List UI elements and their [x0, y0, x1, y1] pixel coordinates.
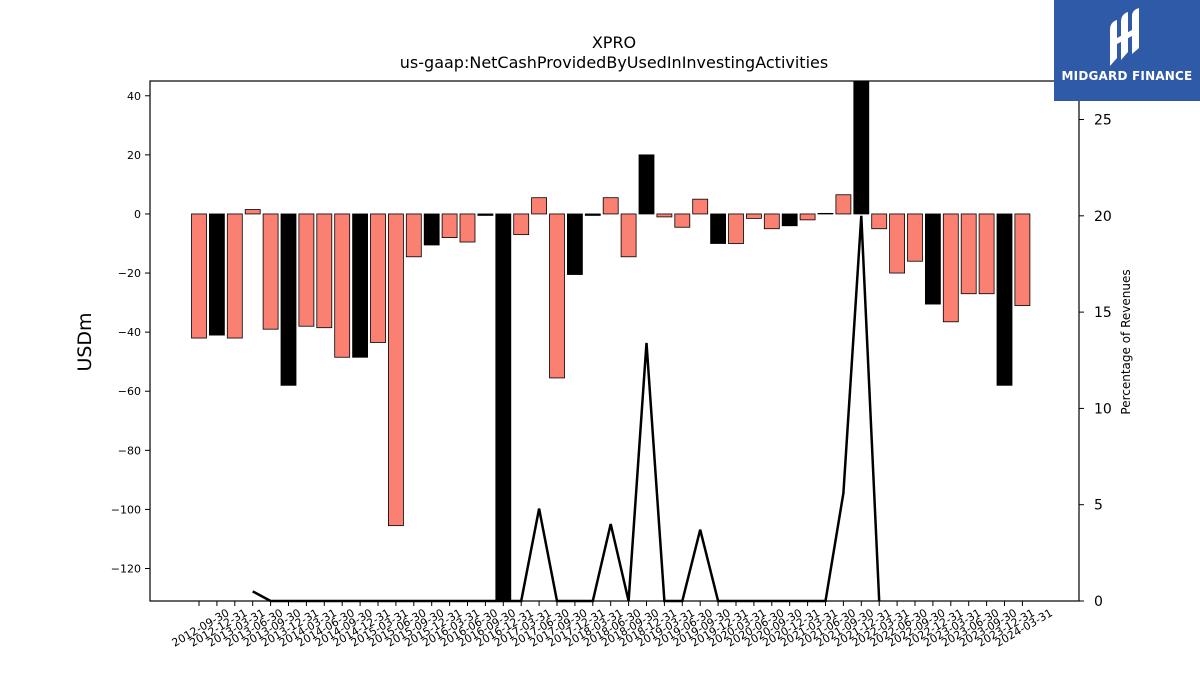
bar-2019-03-31 — [656, 213, 673, 218]
bar-2018-12-31 — [638, 154, 655, 215]
chart-title: XPRO — [592, 33, 636, 52]
y2-axis-label: Percentage of Revenues — [1119, 269, 1133, 414]
bar-2016-06-30 — [459, 213, 476, 243]
bar-2022-06-30 — [889, 213, 905, 274]
bar-2023-06-30 — [960, 213, 977, 295]
bar-2022-03-31 — [871, 213, 888, 230]
bar-2013-03-31 — [226, 213, 243, 339]
bar-2023-12-31 — [996, 213, 1013, 386]
bar-2019-09-30 — [692, 198, 709, 215]
y-tick-label: 40 — [127, 90, 141, 103]
y-axis-label: USDm — [74, 312, 96, 371]
bar-2015-03-31 — [370, 213, 386, 343]
y2-tick-label: 20 — [1094, 209, 1112, 225]
y-tick-label: −120 — [111, 563, 141, 576]
bar-2014-12-31 — [352, 213, 369, 358]
y-tick-label: 0 — [134, 208, 141, 221]
bar-2018-06-30 — [602, 197, 619, 215]
bar-series — [191, 80, 1031, 602]
bar-2020-09-30 — [763, 213, 780, 230]
y-tick-label: −60 — [118, 385, 141, 398]
bar-2022-12-31 — [925, 213, 941, 305]
bar-2024-03-31 — [1014, 213, 1031, 306]
bar-2018-09-30 — [620, 213, 637, 258]
bar-2012-09-30 — [191, 213, 207, 339]
bar-2013-12-31 — [280, 213, 297, 386]
y-tick-label: −20 — [118, 267, 141, 280]
bar-2019-06-30 — [674, 213, 691, 228]
y2-tick-label: 10 — [1094, 401, 1112, 417]
bar-2021-06-30 — [817, 212, 834, 215]
y-tick-label: −100 — [111, 503, 141, 516]
bar-2023-03-31 — [942, 213, 959, 323]
bar-2014-03-31 — [298, 213, 315, 327]
bar-2021-03-31 — [799, 213, 816, 221]
y2-tick-label: 15 — [1094, 305, 1112, 321]
bar-2013-06-30 — [244, 209, 261, 215]
bar-2016-12-31 — [495, 213, 512, 602]
y2-axis: 0 5 10 15 20 25 — [1079, 113, 1112, 610]
bar-2021-09-30 — [835, 194, 852, 215]
brand-logo: MIDGARD FINANCE — [1054, 0, 1200, 101]
bar-2017-09-30 — [549, 213, 565, 379]
plot-frame — [149, 80, 1080, 602]
bar-2015-09-30 — [405, 213, 422, 258]
y2-tick-label: 5 — [1094, 498, 1103, 514]
y-tick-label: 20 — [127, 149, 141, 162]
bar-2014-09-30 — [334, 213, 351, 358]
bar-2023-09-30 — [978, 213, 995, 295]
bar-2014-06-30 — [316, 213, 333, 329]
bar-2018-03-31 — [584, 213, 601, 216]
bar-2017-06-30 — [531, 197, 547, 215]
brand-logo-text: MIDGARD FINANCE — [1061, 69, 1193, 83]
bar-2015-12-31 — [423, 213, 440, 246]
chart-subtitle: us-gaap:NetCashProvidedByUsedInInvesting… — [400, 53, 828, 72]
bar-2016-09-30 — [477, 213, 494, 216]
bar-2022-09-30 — [907, 213, 923, 262]
y-axis: 40 20 0 −20 −40 −60 −80 −100 −120 — [111, 90, 150, 576]
x-axis: 2012-09-302012-12-312013-03-312013-06-30… — [170, 601, 1055, 650]
bar-2020-06-30 — [746, 213, 762, 219]
y-tick-label: −40 — [118, 326, 141, 339]
bar-2017-03-31 — [513, 213, 530, 236]
y2-tick-label: 0 — [1094, 594, 1103, 610]
bar-2013-09-30 — [262, 213, 279, 330]
y2-tick-label: 25 — [1094, 113, 1112, 129]
bar-2016-03-31 — [441, 213, 458, 238]
bar-2015-06-30 — [387, 213, 404, 527]
bar-2021-12-31 — [853, 80, 870, 215]
y-tick-label: −80 — [118, 444, 141, 457]
midgard-m-logo-icon — [1110, 8, 1139, 66]
bar-2017-12-31 — [567, 213, 583, 275]
bar-2012-12-31 — [208, 213, 225, 336]
bar-2020-12-31 — [781, 213, 798, 227]
bar-2019-12-31 — [710, 213, 726, 244]
bar-2020-03-31 — [728, 213, 744, 244]
